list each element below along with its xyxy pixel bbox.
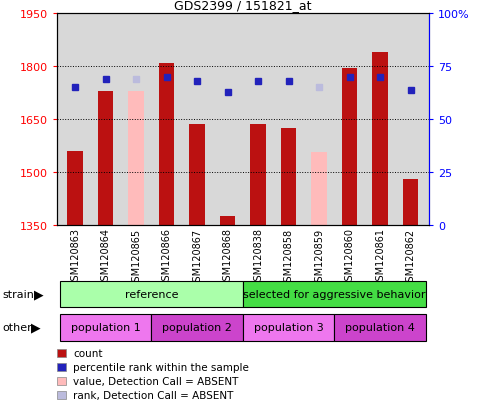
Bar — [281, 128, 296, 225]
Text: population 3: population 3 — [254, 322, 323, 332]
Bar — [98, 92, 113, 225]
Bar — [342, 69, 357, 225]
Bar — [373, 53, 387, 225]
Bar — [128, 92, 143, 225]
Bar — [159, 64, 174, 225]
Bar — [243, 314, 334, 341]
Title: GDS2399 / 151821_at: GDS2399 / 151821_at — [174, 0, 312, 12]
Bar — [312, 153, 327, 225]
Text: population 4: population 4 — [345, 322, 415, 332]
Text: reference: reference — [125, 289, 178, 299]
Bar — [334, 314, 426, 341]
Bar — [220, 216, 235, 225]
Text: count: count — [73, 348, 103, 358]
Text: ▶: ▶ — [31, 321, 41, 334]
Bar — [243, 281, 426, 308]
Text: value, Detection Call = ABSENT: value, Detection Call = ABSENT — [73, 376, 238, 386]
Text: selected for aggressive behavior: selected for aggressive behavior — [243, 289, 425, 299]
Bar — [60, 281, 243, 308]
Text: population 2: population 2 — [162, 322, 232, 332]
Text: population 1: population 1 — [70, 322, 141, 332]
Text: rank, Detection Call = ABSENT: rank, Detection Call = ABSENT — [73, 390, 233, 400]
Text: ▶: ▶ — [34, 288, 43, 301]
Bar — [68, 151, 83, 225]
Bar — [250, 125, 266, 225]
Bar — [151, 314, 243, 341]
Text: strain: strain — [2, 289, 35, 299]
Text: other: other — [2, 322, 32, 332]
Bar — [189, 125, 205, 225]
Text: percentile rank within the sample: percentile rank within the sample — [73, 362, 249, 372]
Bar — [60, 314, 151, 341]
Bar — [403, 179, 418, 225]
